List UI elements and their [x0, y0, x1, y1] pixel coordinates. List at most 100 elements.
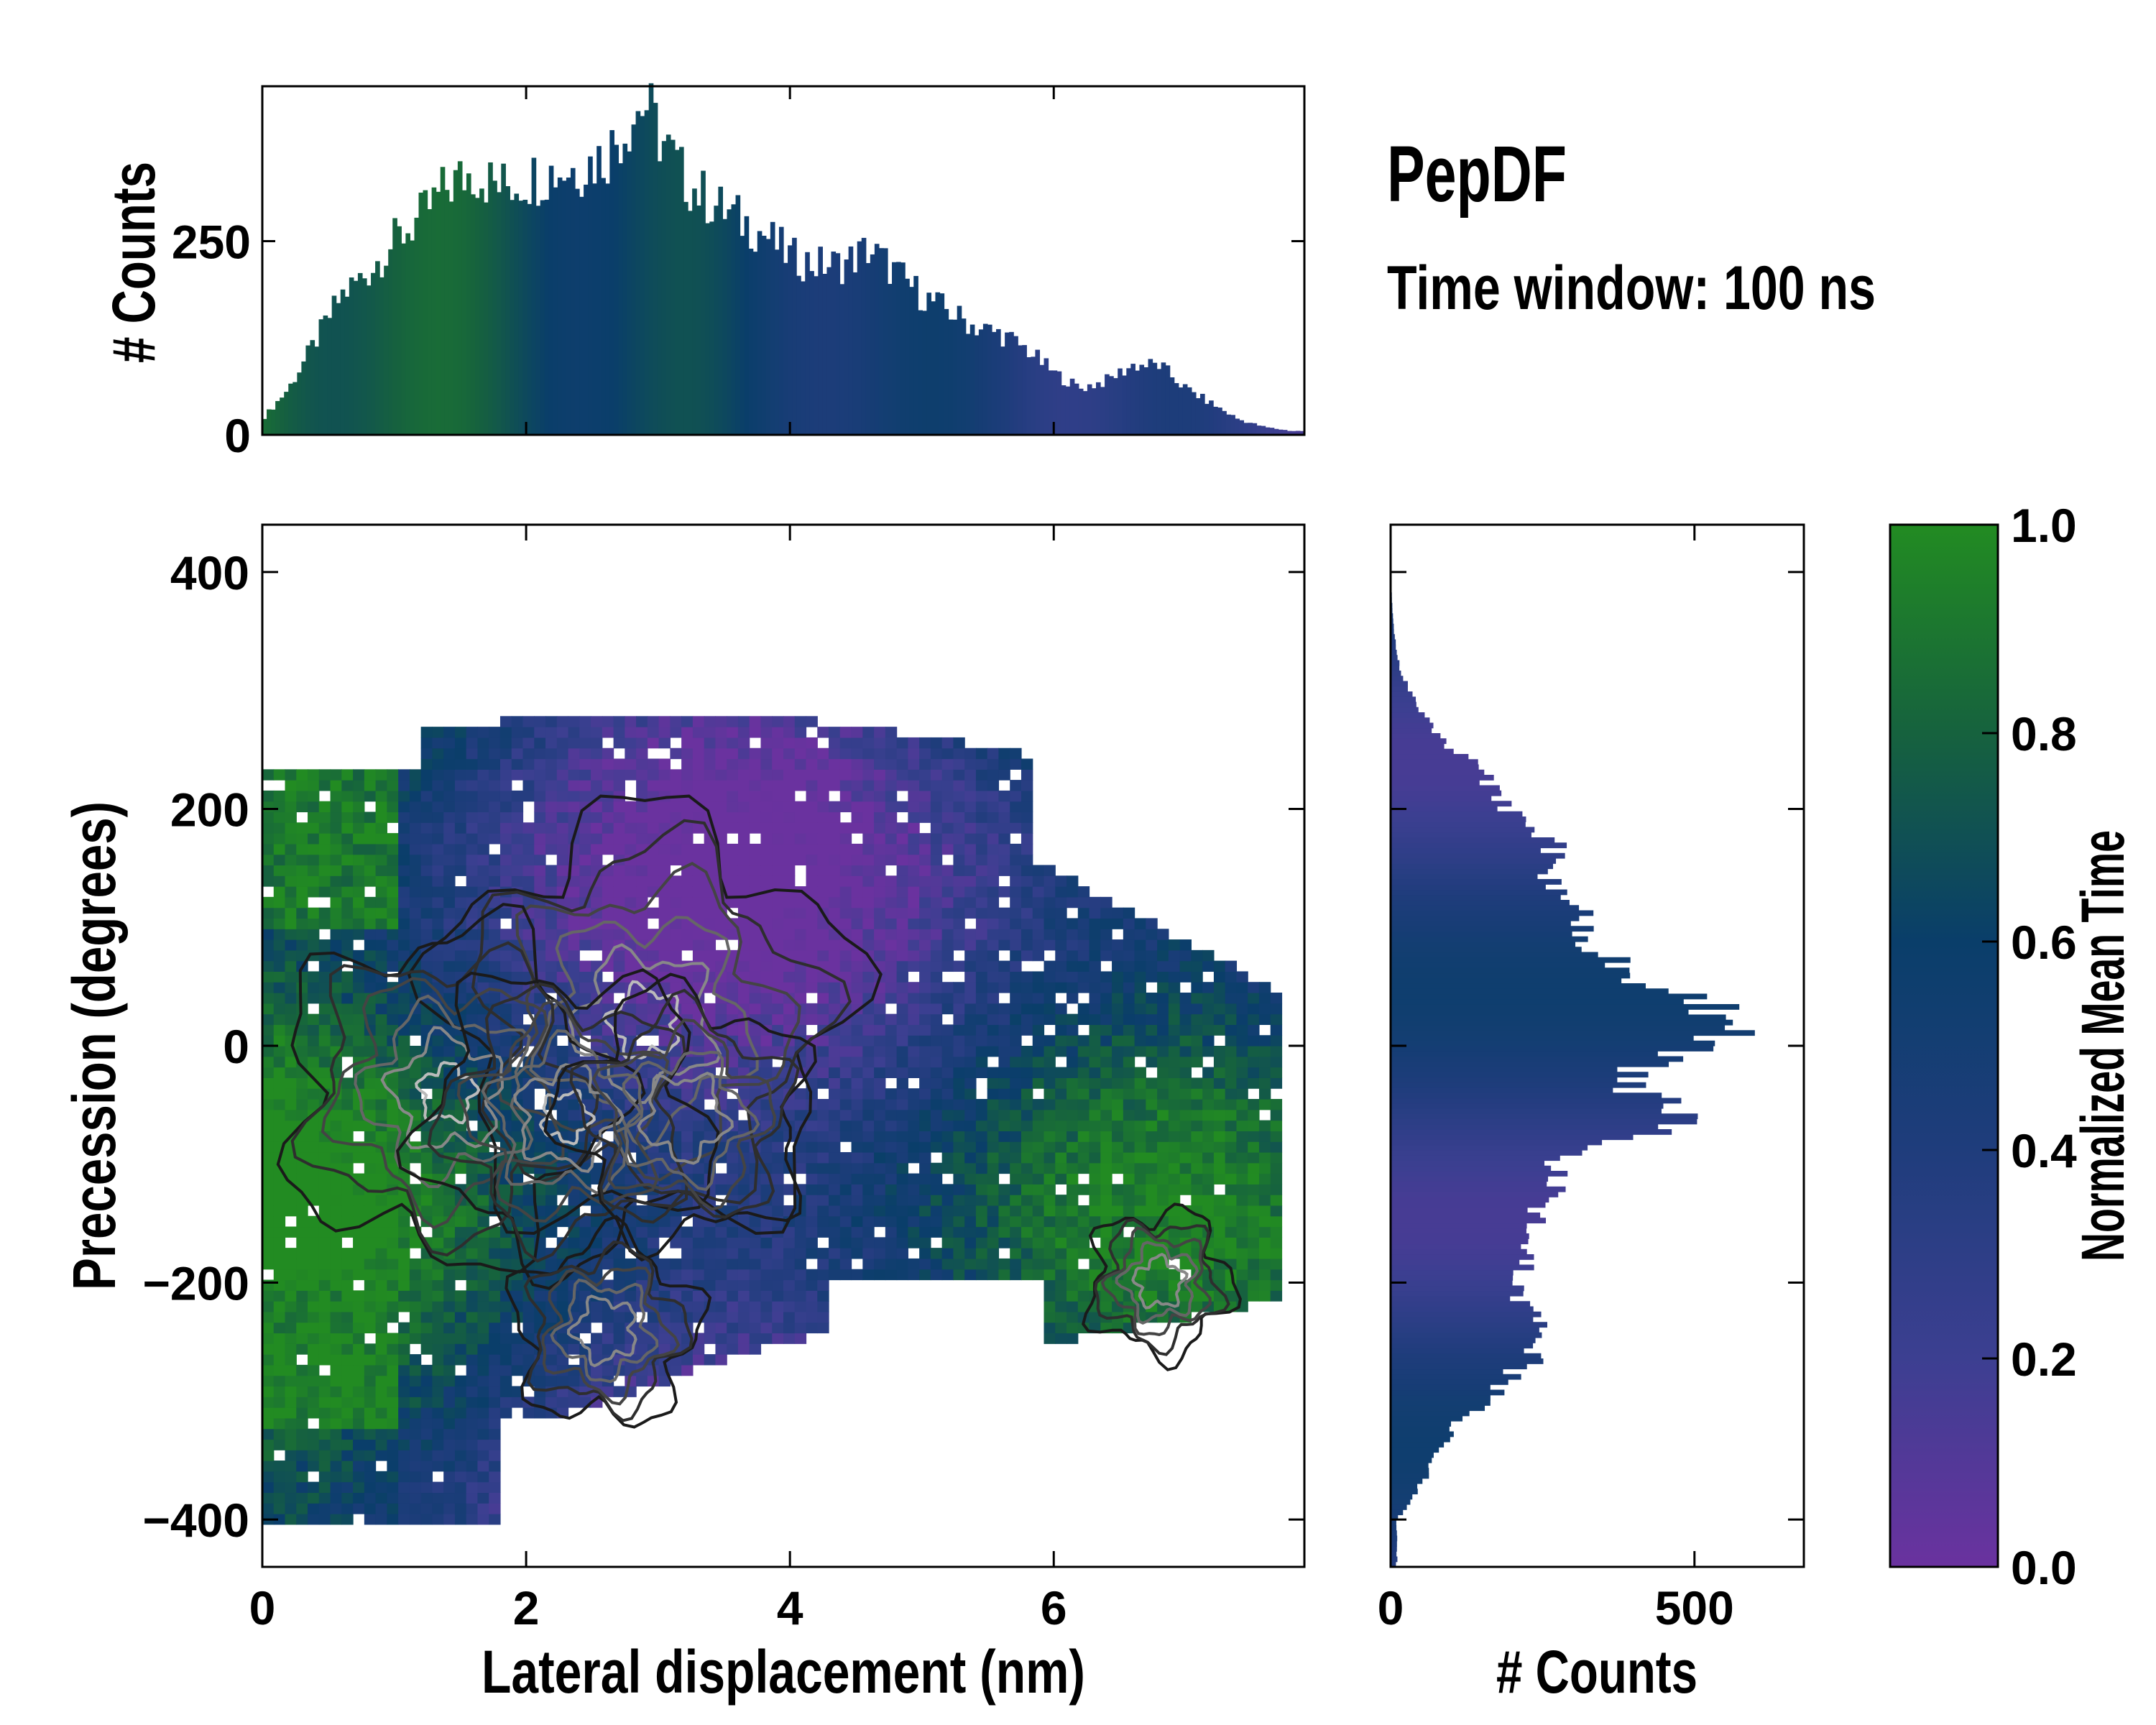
heatmap-cell	[1067, 939, 1079, 951]
heatmap-cell	[908, 758, 920, 770]
heatmap-cell	[930, 801, 943, 813]
heatmap-cell	[1044, 1162, 1056, 1174]
heatmap-cell	[1077, 949, 1090, 962]
heatmap-cell	[364, 1226, 377, 1238]
heatmap-cell	[262, 1098, 275, 1110]
heatmap-cell	[341, 1279, 354, 1291]
heatmap-cell	[273, 1024, 286, 1036]
heatmap-cell	[987, 929, 1000, 940]
heatmap-cell	[1123, 1077, 1135, 1089]
heatmap-cell	[1123, 993, 1135, 1004]
heatmap-cell	[658, 1301, 671, 1312]
heatmap-cell	[953, 1120, 965, 1131]
top-histogram-bar	[340, 289, 346, 435]
top-histogram-bar	[388, 249, 393, 435]
heatmap-cell	[636, 1205, 648, 1217]
heatmap-cell	[1146, 1024, 1158, 1036]
heatmap-cell	[794, 843, 807, 855]
heatmap-cell	[1123, 1035, 1135, 1046]
heatmap-cell	[432, 1311, 444, 1323]
heatmap-cell	[953, 1215, 965, 1228]
heatmap-cell	[783, 1301, 796, 1312]
heatmap-cell	[1225, 1173, 1238, 1184]
heatmap-cell	[1168, 993, 1181, 1004]
heatmap-cell	[851, 982, 863, 993]
heatmap-cell	[556, 737, 569, 749]
heatmap-cell	[749, 716, 762, 727]
top-histogram-bar	[414, 217, 420, 435]
heatmap-cell	[908, 780, 920, 791]
heatmap-cell	[308, 1056, 320, 1068]
heatmap-cell	[998, 1013, 1010, 1026]
heatmap-cell	[353, 1364, 365, 1376]
heatmap-cell	[454, 1301, 467, 1312]
heatmap-cell	[1134, 1141, 1146, 1153]
heatmap-cell	[545, 875, 558, 887]
heatmap-cell	[1032, 1173, 1045, 1184]
heatmap-cell	[658, 780, 671, 791]
heatmap-cell	[466, 1386, 479, 1397]
heatmap-cell	[851, 1141, 863, 1153]
top-histogram-bar	[822, 273, 828, 435]
heatmap-cell	[1100, 1162, 1112, 1174]
heatmap-cell	[941, 1258, 954, 1270]
heatmap-cell	[364, 1417, 377, 1430]
heatmap-cell	[987, 1077, 1000, 1089]
heatmap-cell	[896, 907, 908, 919]
heatmap-cell	[296, 1173, 308, 1184]
top-histogram-bar	[1195, 397, 1201, 435]
heatmap-cell	[1112, 939, 1124, 951]
heatmap-cell	[330, 822, 342, 834]
heatmap-cell	[534, 780, 546, 791]
top-histogram-bar	[1156, 369, 1162, 435]
heatmap-cell	[975, 1237, 988, 1248]
heatmap-cell	[874, 1237, 886, 1248]
heatmap-cell	[318, 993, 331, 1004]
heatmap-cell	[1055, 1290, 1067, 1302]
heatmap-cell	[625, 758, 637, 770]
heatmap-cell	[296, 1162, 308, 1174]
heatmap-cell	[1067, 1056, 1079, 1068]
heatmap-cell	[829, 769, 841, 781]
heatmap-cell	[1021, 918, 1033, 929]
heatmap-cell	[330, 1311, 342, 1323]
heatmap-cell	[772, 780, 784, 791]
top-histogram-bar	[1282, 430, 1288, 435]
heatmap-cell	[715, 1003, 727, 1015]
heatmap-cell	[387, 1428, 399, 1440]
heatmap-cell	[409, 822, 422, 834]
heatmap-cell	[330, 854, 342, 866]
heatmap-cell	[499, 1088, 512, 1100]
heatmap-cell	[783, 1322, 796, 1334]
heatmap-cell	[930, 949, 943, 962]
heatmap-cell	[987, 1003, 1000, 1015]
heatmap-cell	[1032, 1269, 1045, 1281]
heatmap-cell	[1032, 1215, 1045, 1228]
heatmap-cell	[443, 886, 456, 898]
top-histogram-bar	[770, 221, 775, 435]
heatmap-cell	[737, 1322, 750, 1334]
heatmap-cell	[375, 790, 387, 802]
heatmap-cell	[817, 982, 829, 993]
top-histogram-bar	[1044, 358, 1049, 435]
heatmap-cell	[1146, 971, 1158, 983]
heatmap-cell	[296, 918, 308, 929]
top-histogram-bar	[371, 272, 376, 435]
heatmap-cell	[737, 1301, 750, 1312]
heatmap-cell	[1044, 1141, 1056, 1153]
heatmap-cell	[839, 1248, 852, 1259]
top-histogram-bar	[1161, 362, 1166, 435]
heatmap-cell	[975, 1205, 988, 1217]
heatmap-cell	[964, 769, 977, 781]
heatmap-cell	[941, 1098, 954, 1110]
heatmap-cell	[341, 1471, 354, 1483]
heatmap-cell	[499, 1407, 512, 1419]
heatmap-cell	[874, 1248, 886, 1259]
heatmap-cell	[454, 1046, 467, 1057]
heatmap-cell	[987, 1215, 1000, 1228]
heatmap-cell	[794, 758, 807, 770]
heatmap-cell	[398, 875, 410, 887]
heatmap-cell	[1089, 1024, 1101, 1036]
heatmap-cell	[364, 1322, 377, 1334]
heatmap-cell	[318, 1492, 331, 1504]
